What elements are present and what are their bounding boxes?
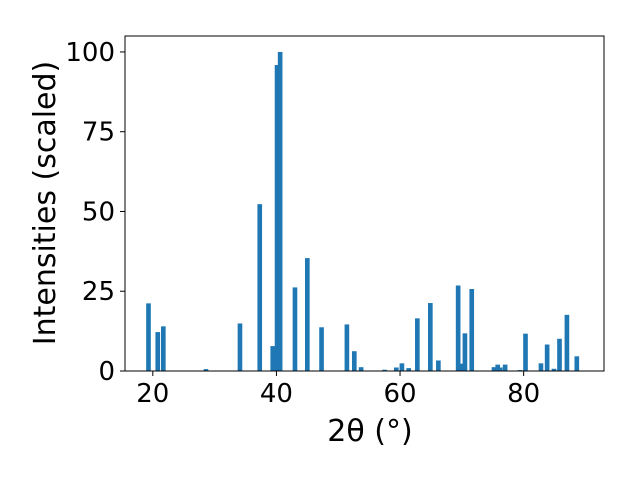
x-axis-label: 2θ (°) bbox=[327, 414, 412, 449]
bar bbox=[523, 333, 528, 371]
bar bbox=[399, 363, 405, 371]
y-tick-label: 0 bbox=[98, 357, 115, 387]
bar bbox=[292, 287, 298, 371]
x-tick-label: 60 bbox=[383, 379, 416, 409]
bar bbox=[155, 332, 161, 371]
y-tick-label: 100 bbox=[65, 38, 115, 68]
bar bbox=[319, 327, 324, 371]
bar bbox=[146, 303, 151, 371]
bar bbox=[462, 333, 468, 371]
bar bbox=[344, 324, 350, 371]
bar bbox=[270, 346, 276, 371]
bar bbox=[274, 65, 280, 371]
bar bbox=[502, 364, 508, 371]
bar bbox=[358, 367, 364, 371]
bar bbox=[406, 368, 412, 371]
y-tick-label: 75 bbox=[82, 118, 115, 148]
bar bbox=[436, 360, 441, 371]
y-tick-label: 50 bbox=[82, 197, 115, 227]
bar bbox=[382, 369, 387, 371]
bar bbox=[551, 368, 557, 371]
y-tick-label: 25 bbox=[82, 277, 115, 307]
bar bbox=[544, 344, 550, 371]
x-axis-ticks: 20 40 60 80 bbox=[136, 371, 540, 409]
bars-group bbox=[146, 51, 580, 371]
y-axis-ticks: 0 25 50 75 100 bbox=[65, 38, 125, 387]
x-tick-label: 20 bbox=[136, 379, 169, 409]
bar bbox=[469, 289, 475, 371]
y-axis-label: Intensities (scaled) bbox=[28, 61, 63, 346]
bar bbox=[455, 285, 461, 371]
bar bbox=[497, 367, 503, 371]
bar bbox=[203, 369, 209, 371]
bar bbox=[415, 318, 420, 371]
bar bbox=[495, 364, 501, 371]
bar bbox=[460, 363, 465, 371]
bar bbox=[305, 258, 310, 371]
bar bbox=[257, 204, 263, 371]
bar bbox=[428, 303, 433, 371]
bar bbox=[394, 367, 399, 371]
bar bbox=[277, 51, 283, 371]
plot-frame bbox=[124, 35, 605, 372]
bar bbox=[351, 351, 357, 371]
bar bbox=[574, 356, 580, 371]
bar bbox=[564, 314, 570, 371]
bar bbox=[557, 338, 562, 371]
bar bbox=[538, 363, 544, 371]
bar bbox=[237, 323, 243, 371]
bar bbox=[491, 367, 497, 371]
x-tick-label: 80 bbox=[507, 379, 540, 409]
bar bbox=[161, 326, 166, 371]
x-tick-label: 40 bbox=[260, 379, 293, 409]
